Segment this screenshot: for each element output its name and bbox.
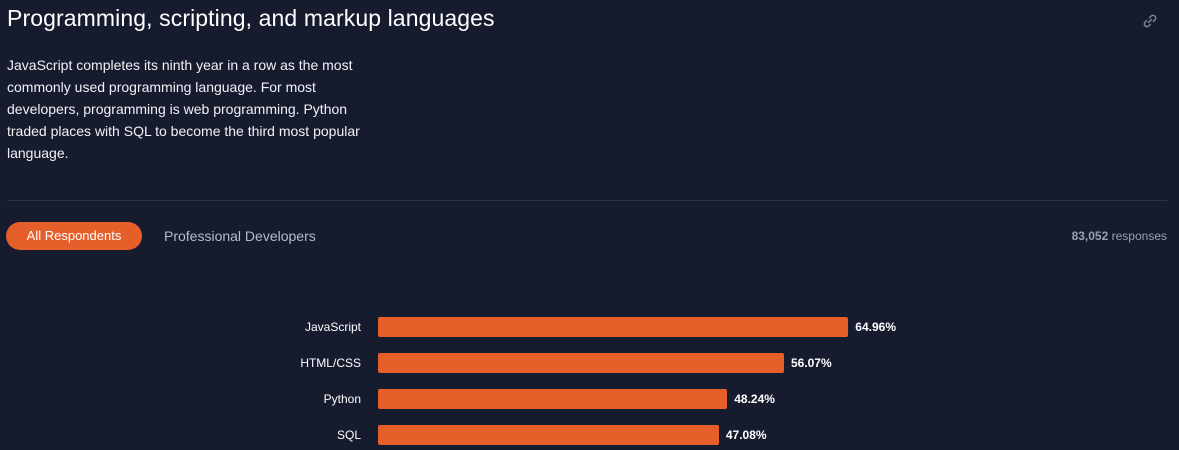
bar-row: SQL 47.08%	[0, 424, 1179, 446]
bar[interactable]	[378, 317, 849, 337]
tab-all-respondents[interactable]: All Respondents	[6, 222, 142, 250]
divider	[7, 200, 1167, 201]
bar-row: HTML/CSS 56.07%	[0, 352, 1179, 374]
bar[interactable]	[378, 425, 719, 445]
section-description: JavaScript completes its ninth year in a…	[7, 57, 360, 161]
bar-value-label: 47.08%	[725, 428, 767, 442]
bar-category-label: JavaScript	[304, 320, 361, 334]
bar-value-label: 48.24%	[734, 392, 775, 406]
section-title: Programming, scripting, and markup langu…	[7, 5, 495, 31]
bar-value-label: 56.07%	[790, 356, 832, 370]
bar[interactable]	[378, 353, 784, 373]
bar-category-label: HTML/CSS	[300, 356, 361, 370]
responses-label: responses	[1111, 229, 1167, 243]
bar[interactable]	[378, 389, 728, 409]
bar-value-label: 64.96%	[855, 320, 896, 334]
responses-number: 83,052	[1071, 229, 1109, 243]
responses-count: 83,052 responses	[1072, 229, 1167, 243]
bar-chart: JavaScript 64.96% HTML/CSS 56.07% Python 48.2…	[0, 300, 1179, 450]
bar-category-label: Python	[323, 392, 361, 406]
link-icon[interactable]	[1142, 13, 1158, 29]
bar-row: JavaScript 64.96%	[0, 316, 1179, 338]
bar-category-label: SQL	[336, 428, 361, 442]
tab-professional-developers[interactable]: Professional Developers	[164, 228, 316, 244]
bar-row: Python 48.24%	[0, 388, 1179, 410]
